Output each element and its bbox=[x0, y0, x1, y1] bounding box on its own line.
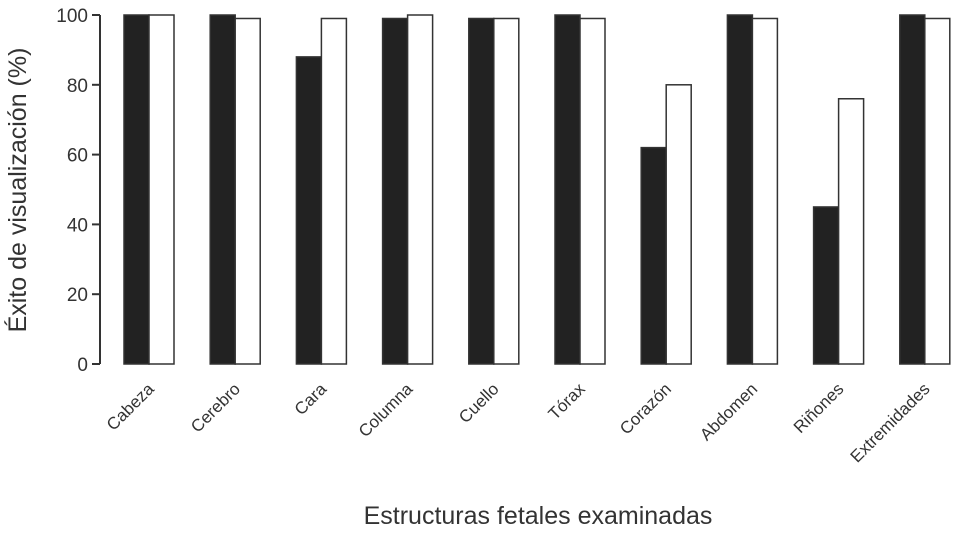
bar-light-extremidades bbox=[924, 17, 951, 365]
bars-group bbox=[123, 14, 951, 365]
bar-dark-columna bbox=[381, 17, 409, 365]
x-category-label: Cuello bbox=[455, 379, 503, 427]
x-labels-group: Cabeza Cerebro Cara Columna Cuello Tórax Coraz… bbox=[103, 379, 934, 466]
bar-dark-tórax bbox=[554, 14, 581, 365]
bar-light-columna bbox=[406, 14, 434, 365]
x-category-label: Cerebro bbox=[187, 379, 244, 436]
bar-dark-cerebro bbox=[209, 14, 236, 365]
x-category-label: Tórax bbox=[545, 379, 590, 424]
x-category-label: Corazón bbox=[616, 379, 675, 438]
y-tick-label: 100 bbox=[56, 6, 88, 27]
x-axis-title: Estructuras fetales examinadas bbox=[364, 502, 713, 530]
bar-dark-corazón bbox=[640, 146, 667, 365]
y-axis-title: Éxito de visualización (%) bbox=[3, 48, 32, 333]
x-category-label: Cara bbox=[291, 379, 331, 419]
bar-dark-cara bbox=[295, 56, 323, 365]
x-category-label: Columna bbox=[355, 379, 417, 441]
bar-light-riñones bbox=[837, 98, 865, 365]
bar-dark-cuello bbox=[468, 17, 495, 365]
bar-dark-abdomen bbox=[726, 14, 754, 365]
y-tick-label: 80 bbox=[67, 76, 88, 97]
bar-light-cerebro bbox=[234, 17, 261, 365]
y-tick-label: 40 bbox=[67, 215, 88, 236]
bar-light-abdomen bbox=[751, 17, 779, 365]
bar-light-cara bbox=[320, 17, 348, 365]
bar-light-corazón bbox=[665, 84, 692, 365]
x-category-label: Riñones bbox=[790, 379, 848, 437]
bar-light-cabeza bbox=[148, 14, 175, 365]
y-tick-label: 60 bbox=[67, 146, 88, 167]
bar-dark-extremidades bbox=[899, 14, 926, 365]
bar-dark-riñones bbox=[812, 206, 840, 365]
x-category-label: Extremidades bbox=[847, 379, 934, 466]
x-category-label: Cabeza bbox=[103, 379, 158, 434]
x-category-label: Abdomen bbox=[696, 379, 761, 444]
y-tick-label: 20 bbox=[67, 285, 88, 306]
y-ticks-group: 0 20 40 60 80 100 bbox=[56, 6, 100, 376]
bar-light-tórax bbox=[579, 17, 606, 365]
bar-dark-cabeza bbox=[123, 14, 150, 365]
bar-light-cuello bbox=[493, 17, 520, 365]
y-tick-label: 0 bbox=[77, 355, 88, 376]
